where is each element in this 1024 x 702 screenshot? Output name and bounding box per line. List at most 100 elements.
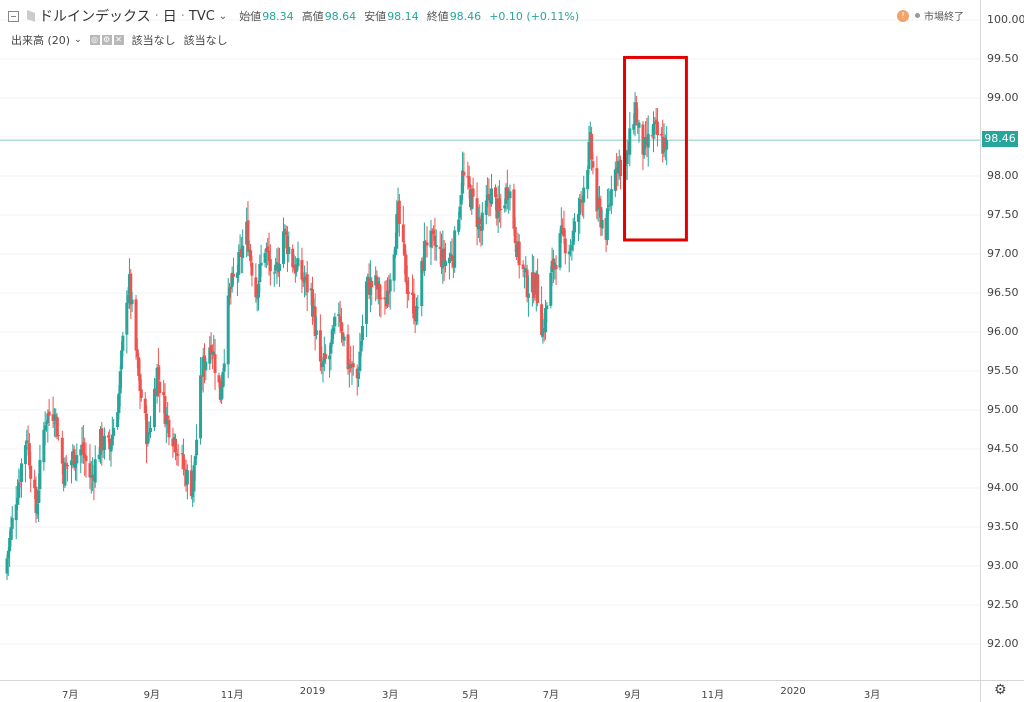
candle-body bbox=[301, 277, 305, 282]
candle-body bbox=[116, 412, 120, 428]
candle bbox=[287, 231, 291, 263]
alert-icon[interactable]: ! bbox=[897, 9, 909, 22]
candle-body bbox=[125, 302, 129, 335]
candle-body bbox=[88, 463, 92, 478]
candle bbox=[268, 244, 272, 286]
candle-body bbox=[217, 375, 221, 383]
candle bbox=[138, 358, 142, 410]
candle-body bbox=[470, 189, 474, 210]
candle bbox=[586, 165, 590, 199]
visibility-icon[interactable]: ◎ bbox=[89, 35, 100, 45]
candle-body bbox=[181, 454, 185, 469]
candle-body bbox=[570, 245, 574, 250]
settings-icon[interactable]: ⚙ bbox=[101, 35, 112, 45]
candle-body bbox=[637, 122, 641, 128]
gear-icon[interactable]: ⚙ bbox=[994, 682, 1007, 698]
candle-body bbox=[213, 354, 217, 373]
candle-body bbox=[607, 205, 611, 208]
candle-body bbox=[462, 171, 466, 176]
candle bbox=[337, 302, 341, 327]
candle-body bbox=[443, 260, 447, 267]
candle bbox=[637, 119, 641, 143]
candle-body bbox=[432, 230, 436, 235]
candle-body bbox=[164, 414, 168, 425]
candle-body bbox=[14, 504, 18, 521]
volume-label[interactable]: 出来高 (20) bbox=[11, 34, 71, 47]
candle-body bbox=[291, 248, 295, 268]
candle-body bbox=[458, 206, 462, 218]
candle-body bbox=[532, 272, 536, 298]
candle-body bbox=[525, 269, 529, 297]
candle-body bbox=[397, 200, 401, 225]
candle-body bbox=[79, 449, 83, 456]
candle-body bbox=[478, 218, 482, 225]
candle-body bbox=[642, 140, 646, 156]
price-tick-label: 93.50 bbox=[987, 520, 1019, 533]
candle-body bbox=[619, 160, 623, 177]
chevron-down-icon[interactable]: ⌄ bbox=[74, 35, 82, 45]
candle-body bbox=[386, 290, 390, 305]
candle-body bbox=[56, 435, 60, 437]
candle-body bbox=[16, 498, 20, 505]
candle bbox=[379, 285, 383, 318]
candle-body bbox=[563, 238, 567, 254]
candle bbox=[490, 173, 494, 207]
candle-body bbox=[263, 252, 267, 263]
remove-icon[interactable]: ✕ bbox=[113, 35, 124, 45]
candle-body bbox=[388, 279, 392, 292]
candle bbox=[333, 312, 337, 335]
candle bbox=[158, 365, 162, 413]
candle-body bbox=[100, 428, 104, 451]
symbol-name[interactable]: ドルインデックス bbox=[39, 9, 151, 25]
candle bbox=[351, 345, 355, 376]
candle-body bbox=[632, 124, 636, 130]
candle-body bbox=[208, 347, 212, 364]
data-source[interactable]: TVC bbox=[188, 8, 215, 24]
candle-body bbox=[605, 208, 609, 241]
candle-body bbox=[235, 272, 239, 278]
candle-body bbox=[321, 361, 325, 367]
candle-body bbox=[314, 330, 318, 335]
legend-header: ドルインデックス · 日 · TVC ⌄ 始値 98.34 高値 98.64 安… bbox=[8, 6, 579, 26]
price-tick-label: 97.00 bbox=[987, 247, 1019, 260]
candle-body bbox=[112, 428, 116, 436]
candle-body bbox=[52, 422, 56, 424]
highlight-rectangle[interactable] bbox=[623, 55, 688, 242]
time-tick-label: 9月 bbox=[143, 690, 161, 701]
collapse-icon[interactable] bbox=[8, 10, 19, 22]
close-label: 終値 bbox=[426, 10, 449, 23]
close-value: 98.46 bbox=[449, 9, 482, 23]
candle-body bbox=[185, 470, 189, 485]
candle-body bbox=[199, 375, 203, 439]
candle-body bbox=[192, 465, 196, 492]
candle-body bbox=[25, 440, 29, 444]
candle-body bbox=[378, 284, 382, 300]
candle bbox=[422, 222, 426, 276]
candle-body bbox=[167, 419, 171, 438]
candle-body bbox=[6, 550, 10, 559]
candle-body bbox=[130, 299, 134, 304]
candle-body bbox=[29, 465, 33, 479]
candle-body bbox=[102, 435, 106, 451]
candle bbox=[425, 226, 429, 258]
candle-body bbox=[282, 231, 286, 264]
chevron-down-icon[interactable]: ⌄ bbox=[218, 10, 228, 22]
candle bbox=[14, 485, 18, 540]
candle-body bbox=[404, 254, 408, 282]
candle-body bbox=[332, 327, 336, 332]
candle-body bbox=[81, 442, 85, 455]
candle bbox=[27, 433, 31, 470]
candle bbox=[318, 314, 322, 372]
candle-body bbox=[646, 133, 650, 148]
candle-body bbox=[598, 198, 602, 207]
candle-body bbox=[230, 272, 234, 288]
candle-body bbox=[665, 140, 669, 150]
interval[interactable]: 日 bbox=[162, 9, 177, 25]
candle bbox=[66, 462, 70, 482]
candle-body bbox=[392, 254, 396, 281]
candle-body bbox=[26, 440, 30, 442]
candle-body bbox=[287, 246, 291, 254]
candle-body bbox=[434, 244, 438, 248]
candle bbox=[559, 207, 563, 244]
